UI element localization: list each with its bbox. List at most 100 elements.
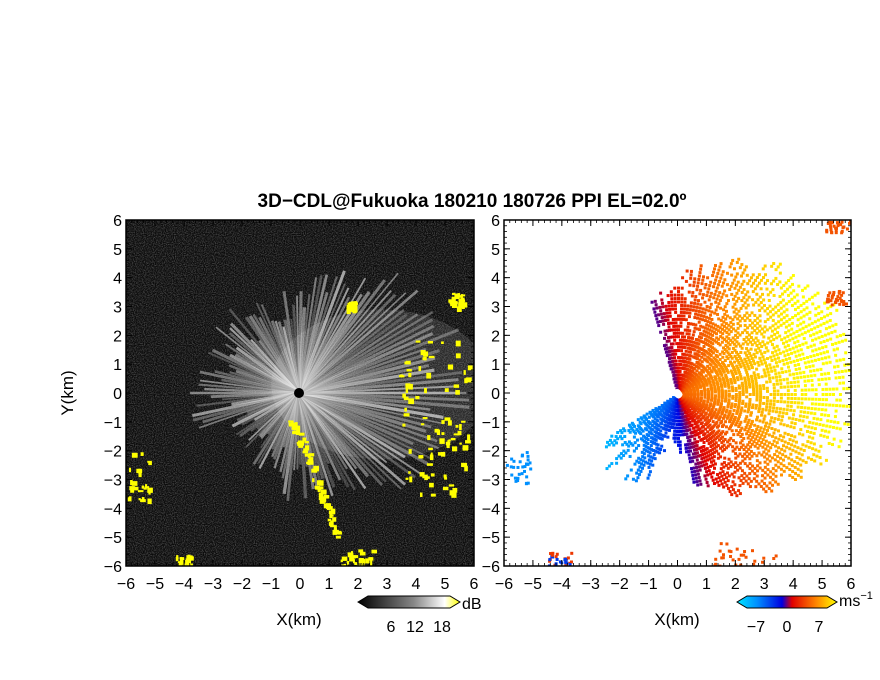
high-echo-cell: [137, 490, 144, 493]
echo-ray: [298, 391, 429, 466]
velocity-cell: [838, 427, 842, 431]
velocity-cell: [725, 377, 729, 381]
velocity-cell: [728, 353, 732, 357]
velocity-cell: [679, 307, 683, 311]
velocity-cell: [677, 317, 680, 321]
velocity-cell: [682, 317, 686, 321]
velocity-cell: [749, 438, 753, 442]
velocity-cell: [820, 413, 824, 417]
velocity-cell-isolated: [837, 290, 841, 294]
velocity-cell: [763, 350, 767, 354]
velocity-cell: [790, 393, 794, 396]
velocity-cell: [699, 453, 703, 457]
velocity-cell: [778, 451, 782, 455]
velocity-cell-isolated: [563, 558, 567, 562]
velocity-cell: [721, 430, 725, 434]
velocity-cell: [688, 428, 692, 432]
velocity-cell: [798, 371, 802, 375]
velocity-cell: [667, 304, 671, 308]
velocity-cell: [796, 312, 800, 316]
velocity-cell: [790, 464, 794, 468]
velocity-cell: [748, 467, 752, 471]
velocity-cell: [745, 335, 749, 339]
velocity-cell: [640, 417, 644, 421]
velocity-cell: [747, 405, 751, 409]
velocity-cell: [778, 351, 782, 355]
high-echo-cell: [424, 476, 428, 481]
velocity-cell: [769, 355, 773, 359]
velocity-cell: [781, 453, 785, 457]
velocity-cell: [711, 322, 715, 326]
left-x-tick-label: 4: [412, 576, 421, 593]
velocity-cell: [817, 402, 821, 406]
velocity-cell-isolated: [529, 467, 533, 471]
velocity-cell: [827, 355, 831, 359]
velocity-cell: [782, 435, 786, 439]
right-velocity-field: [505, 220, 851, 566]
velocity-cell: [722, 443, 726, 447]
velocity-cell: [762, 427, 766, 431]
velocity-cell: [674, 324, 678, 328]
high-echo-cell: [429, 454, 434, 461]
velocity-cell: [738, 452, 742, 456]
velocity-cell-isolated: [828, 291, 832, 295]
velocity-cell: [677, 335, 680, 339]
velocity-cell: [782, 310, 786, 314]
velocity-cell: [730, 493, 734, 497]
velocity-cell: [709, 280, 713, 284]
velocity-cell: [734, 441, 738, 445]
high-echo-cell: [131, 452, 138, 458]
velocity-cell: [731, 396, 735, 400]
velocity-cell: [812, 431, 816, 435]
velocity-cell: [739, 408, 743, 412]
velocity-cell: [720, 284, 724, 288]
velocity-cell: [798, 432, 802, 436]
velocity-cell: [768, 376, 772, 380]
velocity-cell: [756, 469, 760, 473]
high-echo-cell: [408, 398, 415, 405]
velocity-cell: [700, 412, 704, 416]
velocity-cell: [693, 451, 697, 455]
velocity-cell: [727, 462, 731, 466]
velocity-cell: [815, 368, 819, 372]
velocity-cell: [802, 356, 806, 360]
velocity-cell: [659, 429, 663, 433]
velocity-cell: [774, 469, 778, 473]
high-echo-cell: [453, 384, 460, 388]
velocity-cell: [807, 397, 811, 401]
velocity-cell: [741, 399, 745, 403]
high-echo-cell: [451, 304, 458, 308]
velocity-cell: [791, 475, 795, 479]
velocity-cell: [734, 399, 738, 403]
velocity-cell: [693, 316, 697, 320]
velocity-cell: [809, 334, 813, 338]
velocity-cell: [785, 349, 789, 353]
velocity-cell: [713, 339, 717, 343]
velocity-cell: [772, 431, 776, 435]
velocity-cell: [792, 359, 796, 363]
velocity-cell: [702, 348, 706, 352]
velocity-cell: [698, 358, 702, 362]
high-echo-cell: [441, 420, 445, 424]
velocity-cell: [750, 419, 754, 423]
echo-ray: [296, 295, 300, 394]
velocity-cell: [731, 389, 735, 393]
velocity-cell: [750, 311, 754, 315]
velocity-cell: [686, 325, 690, 329]
velocity-cell: [757, 281, 761, 285]
velocity-cell: [745, 415, 749, 419]
velocity-colorbar-body: [736, 595, 838, 609]
velocity-cell: [800, 388, 804, 392]
velocity-cell: [810, 321, 814, 325]
velocity-cell: [610, 434, 614, 438]
velocity-cell: [767, 298, 771, 302]
velocity-cell: [726, 382, 730, 386]
echo-ray: [297, 392, 336, 488]
velocity-cell: [667, 321, 671, 325]
velocity-cell: [717, 302, 721, 306]
velocity-cell: [771, 324, 775, 328]
velocity-cell: [664, 333, 668, 337]
high-echo-cell: [451, 491, 457, 498]
velocity-cell: [753, 376, 757, 380]
velocity-cell: [678, 416, 682, 420]
